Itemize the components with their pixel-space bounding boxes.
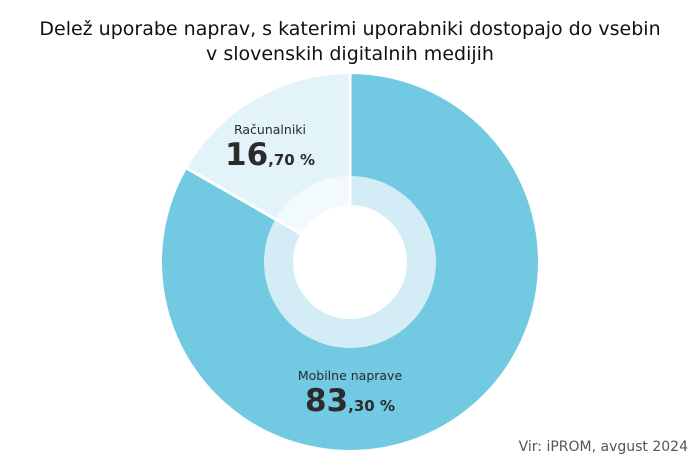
chart-title-line-1: Delež uporabe naprav, s katerimi uporabn… [39,17,661,40]
source-note: Vir: iPROM, avgust 2024 [518,439,688,455]
slice-value-mobilne-naprave: 83,30 % [280,384,420,423]
slice-value-int-racunalniki: 16 [225,137,269,173]
chart-title-line-2: v slovenskih digitalnih medijih [206,42,494,65]
slice-name-mobilne-naprave: Mobilne naprave [297,368,403,383]
chart-title: Delež uporabe naprav, s katerimi uporabn… [0,17,700,67]
donut-hole [293,205,407,319]
slice-value-dec-mobilne-naprave: ,30 % [348,397,395,415]
slice-label-mobilne-naprave: Mobilne naprave 83,30 % [280,368,420,423]
slice-name-racunalniki: Računalniki [233,122,307,137]
slice-value-racunalniki: 16,70 % [200,138,340,177]
slice-value-int-mobilne-naprave: 83 [305,383,349,419]
slice-label-racunalniki: Računalniki 16,70 % [200,122,340,177]
slice-value-dec-racunalniki: ,70 % [268,151,315,169]
